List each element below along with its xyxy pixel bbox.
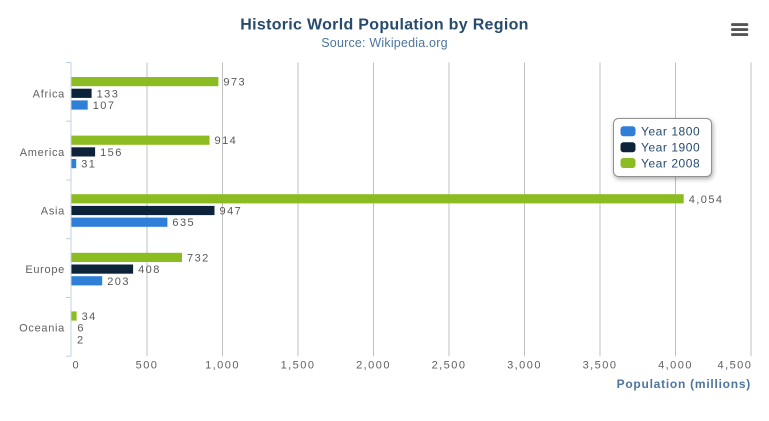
svg-text:4,500: 4,500 — [718, 359, 753, 371]
svg-text:3,500: 3,500 — [583, 359, 618, 371]
svg-text:Africa: Africa — [33, 88, 65, 100]
svg-text:4,000: 4,000 — [658, 359, 693, 371]
svg-text:3,000: 3,000 — [507, 359, 542, 371]
svg-text:408: 408 — [138, 264, 161, 276]
svg-text:Historic World Population by R: Historic World Population by Region — [240, 17, 528, 34]
svg-text:914: 914 — [215, 135, 238, 147]
svg-text:2: 2 — [77, 334, 85, 346]
svg-text:Asia: Asia — [41, 206, 65, 218]
svg-text:635: 635 — [172, 217, 195, 229]
svg-text:500: 500 — [136, 359, 159, 371]
svg-text:1,000: 1,000 — [205, 359, 240, 371]
svg-text:America: America — [20, 147, 65, 159]
svg-text:Year 2008: Year 2008 — [641, 156, 700, 170]
svg-text:0: 0 — [73, 359, 81, 371]
svg-text:34: 34 — [82, 311, 97, 323]
svg-text:Year 1800: Year 1800 — [641, 125, 700, 139]
svg-text:2,000: 2,000 — [356, 359, 391, 371]
svg-text:732: 732 — [187, 252, 210, 264]
svg-text:Year 1900: Year 1900 — [641, 141, 700, 155]
svg-text:31: 31 — [81, 159, 96, 171]
svg-text:Europe: Europe — [25, 264, 65, 276]
svg-text:1,500: 1,500 — [281, 359, 316, 371]
svg-text:156: 156 — [100, 147, 123, 159]
svg-text:Population (millions): Population (millions) — [617, 377, 751, 391]
svg-text:107: 107 — [93, 100, 116, 112]
svg-text:2,500: 2,500 — [432, 359, 467, 371]
svg-text:4,054: 4,054 — [689, 194, 724, 206]
svg-text:203: 203 — [107, 276, 130, 288]
svg-text:Oceania: Oceania — [19, 323, 65, 335]
svg-text:6: 6 — [77, 323, 85, 335]
svg-text:973: 973 — [223, 77, 246, 89]
svg-text:Source: Wikipedia.org: Source: Wikipedia.org — [321, 36, 447, 50]
svg-text:133: 133 — [97, 88, 120, 100]
svg-text:947: 947 — [220, 206, 243, 218]
